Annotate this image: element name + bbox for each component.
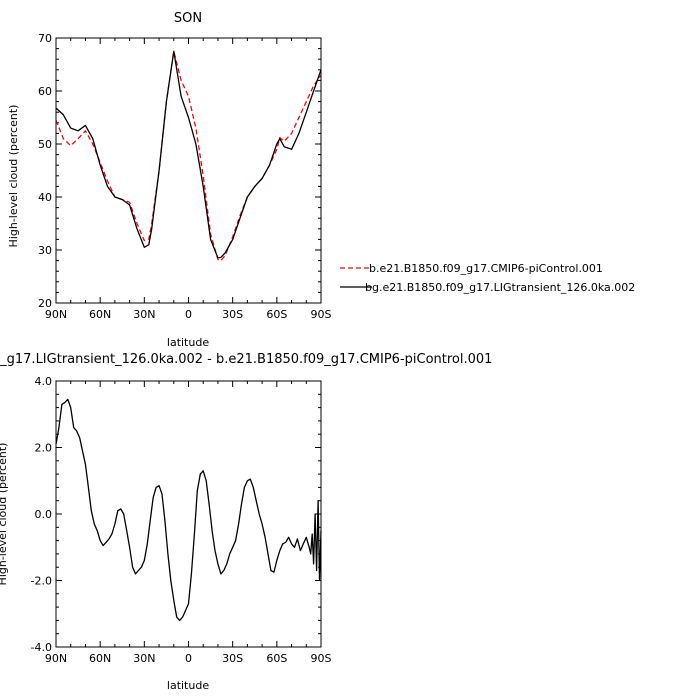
bottom-xtick-label: 60S: [266, 652, 287, 665]
top-xtick-label: 60S: [266, 308, 287, 321]
top-chart-series: [55, 50, 322, 262]
top-series-line-0: [55, 50, 322, 262]
top-chart-ticks: 90N 60N 30N 0 30S 60S 90S 20 30 40 50 60 70: [38, 32, 332, 321]
top-ytick-label: 70: [38, 32, 52, 45]
bottom-xtick-label: 0: [185, 652, 192, 665]
top-ytick-label: 20: [38, 297, 52, 310]
top-chart-ylabel: High-level cloud (percent): [7, 105, 20, 248]
bottom-chart-ylabel: High-level cloud (percent): [0, 443, 9, 586]
bottom-ytick-label: -2.0: [31, 575, 52, 588]
bottom-series-line-0: [55, 398, 322, 622]
bottom-xtick-label: 30N: [133, 652, 155, 665]
bottom-chart-panel: bg.e21.B1850.f09_g17.LIGtransient_126.0k…: [0, 352, 492, 692]
top-chart-xlabel: latitude: [167, 336, 209, 349]
legend-label-control: b.e21.B1850.f09_g17.CMIP6-piControl.001: [369, 262, 603, 275]
bottom-xtick-label: 30S: [222, 652, 243, 665]
legend: b.e21.B1850.f09_g17.CMIP6-piControl.001 …: [340, 262, 635, 294]
bottom-chart-title: bg.e21.B1850.f09_g17.LIGtransient_126.0k…: [0, 352, 492, 367]
bottom-ytick-label: 0.0: [35, 508, 53, 521]
top-xtick-label: 30S: [222, 308, 243, 321]
top-ytick-label: 60: [38, 85, 52, 98]
top-xtick-label: 90N: [45, 308, 67, 321]
bottom-xtick-label: 60N: [89, 652, 111, 665]
legend-label-transient: bg.e21.B1850.f09_g17.LIGtransient_126.0k…: [365, 281, 635, 294]
bottom-xtick-label: 90S: [311, 652, 332, 665]
top-xtick-label: 90S: [311, 308, 332, 321]
bottom-ytick-label: -4.0: [31, 641, 52, 654]
top-xtick-label: 30N: [133, 308, 155, 321]
top-xtick-label: 60N: [89, 308, 111, 321]
bottom-ytick-label: 2.0: [35, 442, 53, 455]
top-chart-frame: [55, 37, 322, 304]
top-ytick-label: 40: [38, 191, 52, 204]
top-xtick-label: 0: [185, 308, 192, 321]
top-chart-panel: SON High-level cloud (percent) latitude …: [7, 11, 332, 349]
top-ytick-label: 30: [38, 244, 52, 257]
bottom-chart-frame: [55, 380, 322, 648]
bottom-chart-xlabel: latitude: [167, 679, 209, 692]
top-chart-title: SON: [174, 11, 202, 26]
bottom-ytick-label: 4.0: [35, 375, 53, 388]
bottom-chart-ticks: 90N 60N 30N 0 30S 60S 90S -4.0 -2.0 0.0 2.0 4.0: [31, 375, 332, 665]
bottom-xtick-label: 90N: [45, 652, 67, 665]
bottom-chart-series: [55, 398, 322, 622]
top-series-line-1: [55, 50, 322, 259]
top-ytick-label: 50: [38, 138, 52, 151]
